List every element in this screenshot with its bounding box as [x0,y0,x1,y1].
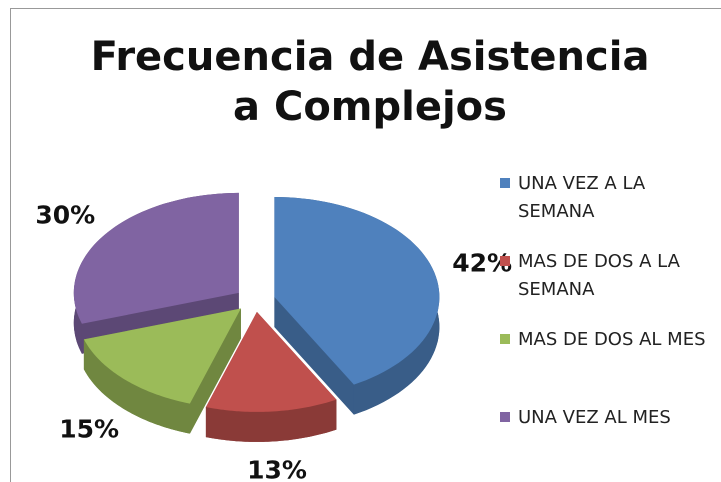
legend-label: MAS DE DOS A LA SEMANA [518,251,680,300]
legend-item: UNA VEZ A LA SEMANA [500,170,708,226]
slice [274,197,440,385]
slice-side [274,297,354,415]
slice [205,311,337,412]
chart-title: Frecuencia de Asistencia a Complejos [90,34,650,130]
legend-label: MAS DE DOS AL MES [518,329,706,350]
legend-swatch [500,256,510,266]
legend-swatch [500,412,510,422]
legend-item: UNA VEZ AL MES [500,404,708,432]
chart-frame [10,8,721,482]
data-label: 30% [35,201,95,230]
data-label: 13% [247,455,307,482]
slice-side [205,399,337,442]
slice-side [83,339,190,434]
data-label: 15% [59,414,119,443]
legend-label: UNA VEZ AL MES [518,407,671,428]
slice [73,192,239,324]
legend-item: MAS DE DOS AL MES [500,326,708,354]
legend-label: UNA VEZ A LA SEMANA [518,173,646,222]
legend-swatch [500,178,510,188]
legend-item: MAS DE DOS A LA SEMANA [500,248,708,304]
legend-swatch [500,334,510,344]
slice [83,308,241,404]
